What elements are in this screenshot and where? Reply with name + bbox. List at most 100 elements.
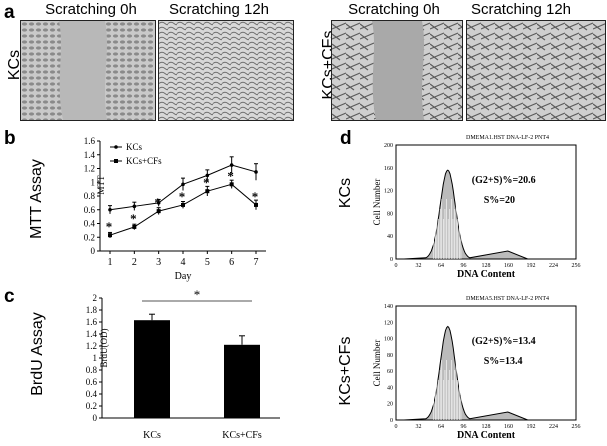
mtt-x-tick-label: 4 xyxy=(181,257,186,268)
mtt-x-tick-label: 3 xyxy=(156,257,161,268)
brdu-x-tick-label: KCs+CFs xyxy=(222,430,262,441)
hist-x-tick-label: 192 xyxy=(527,263,536,269)
mtt-x-tick-label: 6 xyxy=(229,257,234,268)
hist-x-tick-label: 128 xyxy=(482,263,491,269)
histogram-kcs: DMEMA1.HST DNA-LF-2 PNT4 0 40 80 120 160 200 0 3… xyxy=(372,135,581,280)
brdu-y-tick-label: 1.8 xyxy=(86,305,98,315)
brdu-y-tick-label: 1.6 xyxy=(86,317,98,327)
micrograph-kcs-12h xyxy=(158,20,294,121)
hist-x-axis-label: DNA Content xyxy=(457,269,516,280)
brdu-y-axis-label: BrdU(OD) xyxy=(99,329,109,368)
mtt-y-tick-label: 1 xyxy=(91,177,96,187)
mtt-x-tick-label: 7 xyxy=(254,257,259,268)
mtt-point-kcs xyxy=(205,173,210,178)
hist-x-tick-label: 32 xyxy=(416,263,422,269)
mtt-legend-marker xyxy=(114,159,118,163)
brdu-y-tick-label: 2 xyxy=(93,293,98,303)
hist-y-tick-label: 200 xyxy=(384,143,393,149)
hist-y-tick-label: 120 xyxy=(384,320,393,326)
brdu-bar xyxy=(224,344,260,418)
mtt-point-kcscfs xyxy=(229,182,234,187)
brdu-y-tick-label: 0.6 xyxy=(86,377,98,387)
mtt-x-axis-label: Day xyxy=(175,271,192,282)
panel-a-header-kcscfs-12h: Scratching 12h xyxy=(470,1,572,18)
brdu-y-tick-label: 0.8 xyxy=(86,365,98,375)
hist-y-tick-label: 140 xyxy=(384,304,393,310)
hist-x-tick-label: 64 xyxy=(438,263,444,269)
hist-x-tick-label: 224 xyxy=(549,263,558,269)
hist-x-tick-label: 256 xyxy=(572,424,581,430)
hist-y-axis-label: Cell Number xyxy=(372,179,382,226)
hist-y-tick-label: 80 xyxy=(387,211,393,217)
mtt-y-tick-label: 0.6 xyxy=(84,205,96,215)
hist-header: DMEMA5.HST DNA-LF-2 PNT4 xyxy=(466,296,549,302)
hist-y-tick-label: 100 xyxy=(384,337,393,343)
panel-d-label: d xyxy=(340,128,352,149)
mtt-point-kcscfs xyxy=(254,202,258,207)
mtt-y-tick-label: 0.2 xyxy=(84,232,95,242)
panel-a-header-kcscfs-0h: Scratching 0h xyxy=(348,1,440,18)
micrograph-kcscfs-0h xyxy=(331,20,463,121)
brdu-y-tick-label: 1 xyxy=(93,353,98,363)
hist-x-tick-label: 128 xyxy=(482,424,491,430)
hist-header: DMEMA1.HST DNA-LF-2 PNT4 xyxy=(466,135,549,141)
mtt-significance-mark: * xyxy=(252,189,259,204)
mtt-significance-mark: * xyxy=(179,189,186,204)
panel-d-row-label-kcscfs: KCs+CFs xyxy=(337,336,354,406)
hist-annotation-s: S%=20 xyxy=(484,195,515,206)
hist-y-tick-label: 160 xyxy=(384,166,393,172)
panel-c-label: c xyxy=(4,286,15,307)
hist-y-tick-label: 80 xyxy=(387,353,393,359)
mtt-point-kcs xyxy=(229,163,234,167)
mtt-point-kcs xyxy=(108,207,112,212)
hist-g1-peak xyxy=(403,325,528,421)
mtt-point-kcscfs xyxy=(108,233,112,238)
mtt-significance-mark: * xyxy=(227,168,234,183)
brdu-significance-mark: * xyxy=(194,290,201,302)
mtt-point-kcs xyxy=(181,182,185,187)
hist-y-tick-label: 0 xyxy=(390,257,393,263)
hist-x-axis-label: DNA Content xyxy=(457,430,516,441)
micrograph-kcscfs-12h xyxy=(466,20,606,121)
brdu-bar xyxy=(134,320,170,418)
panel-b-ylabel: MTT Assay xyxy=(28,159,45,239)
panel-b-label: b xyxy=(4,128,16,149)
hist-x-tick-label: 192 xyxy=(527,424,536,430)
hist-annotation-g2s: (G2+S)%=13.4 xyxy=(472,336,536,347)
hist-x-tick-label: 256 xyxy=(572,263,581,269)
mtt-x-tick-label: 5 xyxy=(205,257,210,268)
mtt-point-kcscfs xyxy=(205,189,210,194)
hist-x-tick-label: 64 xyxy=(438,424,444,430)
mtt-legend-marker xyxy=(114,145,118,149)
panel-d-row-label-kcs: KCs xyxy=(337,177,354,209)
mtt-y-axis-label: MTT xyxy=(96,175,106,195)
mtt-y-tick-label: 0.8 xyxy=(84,191,96,201)
mtt-y-tick-label: 1.6 xyxy=(84,136,96,146)
brdu-y-tick-label: 0.4 xyxy=(86,389,98,399)
mtt-point-kcs xyxy=(156,201,161,205)
hist-x-tick-label: 0 xyxy=(395,424,398,430)
panel-a-header-kcs-0h: Scratching 0h xyxy=(45,1,137,18)
hist-x-tick-label: 224 xyxy=(549,424,558,430)
panel-a-header-kcs-12h: Scratching 12h xyxy=(168,1,270,18)
hist-x-tick-label: 160 xyxy=(504,424,513,430)
mtt-y-tick-label: 0.4 xyxy=(84,219,96,229)
hist-y-axis-label: Cell Number xyxy=(372,340,382,387)
mtt-significance-mark: * xyxy=(203,175,210,190)
mtt-y-tick-label: 1.2 xyxy=(84,164,95,174)
mtt-significance-mark: * xyxy=(154,195,161,210)
histogram-kcscfs: DMEMA5.HST DNA-LF-2 PNT4 0 20 40 60 80 100 120 1… xyxy=(372,296,581,441)
mtt-y-tick-label: 1.4 xyxy=(84,150,96,160)
hist-x-tick-label: 96 xyxy=(461,424,467,430)
hist-y-tick-label: 0 xyxy=(390,418,393,424)
hist-y-tick-label: 120 xyxy=(384,189,393,195)
mtt-x-tick-label: 1 xyxy=(108,257,113,268)
brdu-y-tick-label: 0.2 xyxy=(86,401,97,411)
hist-annotation-g2s: (G2+S)%=20.6 xyxy=(472,175,536,186)
hist-g1-peak xyxy=(403,169,528,260)
hist-x-tick-label: 160 xyxy=(504,263,513,269)
mtt-point-kcs xyxy=(132,204,137,209)
mtt-significance-mark: * xyxy=(130,211,137,226)
hist-y-tick-label: 20 xyxy=(387,402,393,408)
hist-x-tick-label: 96 xyxy=(461,263,467,269)
